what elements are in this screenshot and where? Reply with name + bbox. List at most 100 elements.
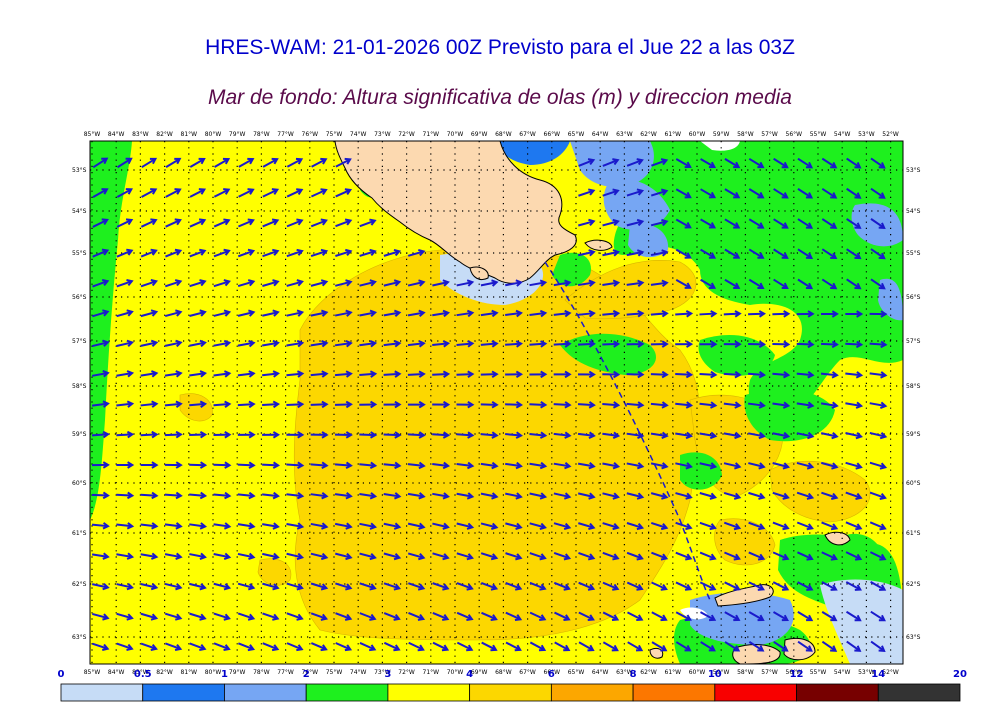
direction-arrow xyxy=(529,370,548,379)
direction-arrow xyxy=(92,218,109,228)
direction-arrow xyxy=(505,370,524,379)
legend-level-label: 0 xyxy=(58,669,65,680)
direction-arrow xyxy=(335,612,353,621)
direction-arrow xyxy=(407,370,426,378)
land-tierra-del-fuego xyxy=(334,141,613,284)
direction-arrow xyxy=(773,157,789,169)
legend-level-label: 12 xyxy=(790,669,804,680)
direction-arrow xyxy=(359,582,377,591)
direction-arrow xyxy=(480,552,499,561)
direction-arrow xyxy=(165,248,183,258)
direction-arrow xyxy=(480,400,499,409)
direction-arrow xyxy=(407,552,426,561)
direction-arrow xyxy=(310,248,329,258)
direction-arrow xyxy=(529,431,548,439)
legend-swatch xyxy=(796,683,879,702)
direction-arrow xyxy=(748,310,767,318)
direction-arrow xyxy=(651,641,668,652)
direction-arrow xyxy=(310,461,329,469)
direction-arrow xyxy=(578,188,596,197)
direction-arrow xyxy=(92,642,110,651)
direction-arrow xyxy=(286,491,305,500)
direction-arrow xyxy=(237,642,256,652)
direction-arrow xyxy=(262,188,280,198)
direction-arrow xyxy=(310,339,329,348)
direction-arrow xyxy=(602,249,621,257)
direction-arrow xyxy=(699,401,718,409)
lon-label: 67°W xyxy=(519,131,536,138)
direction-arrow xyxy=(699,581,717,591)
direction-arrow xyxy=(529,641,547,652)
map-subtitle: Mar de fondo: Altura significativa de ol… xyxy=(208,86,792,109)
lon-label: 61°W xyxy=(665,669,682,676)
direction-arrow xyxy=(846,278,862,290)
direction-arrow xyxy=(772,431,791,440)
direction-arrow xyxy=(165,642,183,652)
direction-arrow xyxy=(675,641,692,652)
direction-arrow xyxy=(164,370,183,378)
direction-arrow xyxy=(846,248,862,260)
lat-label: 57°S xyxy=(72,338,87,345)
direction-arrow xyxy=(456,582,474,591)
lat-label: 53°S xyxy=(906,167,921,174)
direction-arrow xyxy=(821,521,839,531)
graticule xyxy=(90,141,903,664)
direction-arrow xyxy=(407,431,426,439)
direction-arrow xyxy=(481,641,498,652)
direction-arrow xyxy=(602,641,619,652)
direction-arrow xyxy=(870,157,886,169)
legend-labels: 0 0.5 1 2 3 4 6 8 10 12 14 20 xyxy=(58,669,967,680)
direction-arrow xyxy=(359,370,378,378)
direction-arrow xyxy=(359,552,377,561)
direction-arrow xyxy=(262,248,280,258)
direction-arrow xyxy=(383,370,402,378)
direction-arrow xyxy=(820,431,839,440)
direction-arrow xyxy=(116,279,134,288)
direction-arrow xyxy=(602,401,621,409)
direction-arrow xyxy=(165,188,182,198)
direction-arrow xyxy=(116,430,135,439)
direction-arrow xyxy=(383,492,402,500)
lon-label: 85°W xyxy=(84,131,101,138)
direction-arrow xyxy=(189,339,207,348)
direction-arrow xyxy=(91,370,110,378)
direction-arrow xyxy=(286,461,305,469)
direction-arrow xyxy=(797,188,814,199)
legend-swatch xyxy=(469,683,552,702)
lat-label: 63°S xyxy=(72,634,87,641)
direction-arrow xyxy=(116,582,134,591)
lat-label: 55°S xyxy=(72,250,87,257)
lon-label: 71°W xyxy=(423,131,440,138)
direction-arrow xyxy=(262,339,280,348)
direction-arrow xyxy=(140,583,159,591)
direction-arrow xyxy=(529,309,548,318)
direction-arrow xyxy=(238,218,255,228)
direction-arrow xyxy=(480,370,499,379)
direction-arrow xyxy=(796,461,815,470)
direction-arrow xyxy=(140,309,159,318)
lon-label: 57°W xyxy=(761,669,778,676)
legend-level-label: 14 xyxy=(871,669,885,680)
direction-arrow xyxy=(602,309,621,318)
direction-arrow xyxy=(820,310,839,318)
direction-arrow xyxy=(724,188,741,199)
direction-arrow xyxy=(772,491,790,500)
direction-arrow xyxy=(286,582,304,591)
lon-label: 55°W xyxy=(810,669,827,676)
direction-arrow xyxy=(675,248,692,259)
direction-arrow xyxy=(432,309,450,318)
direction-arrow xyxy=(335,582,353,591)
lat-labels-right: 53°S 54°S 55°S 56°S 57°S 58°S 59°S 60°S 61°S 62°S… xyxy=(906,167,921,641)
direction-arrow xyxy=(140,461,159,469)
lon-label: 83°W xyxy=(132,131,149,138)
direction-arrow xyxy=(650,462,669,470)
direction-arrow xyxy=(869,310,888,318)
direction-arrow xyxy=(213,309,232,317)
direction-arrow xyxy=(870,187,886,199)
direction-arrow xyxy=(456,279,475,287)
direction-arrow xyxy=(335,642,353,652)
direction-arrow xyxy=(699,310,718,318)
direction-arrow xyxy=(869,551,887,561)
direction-arrow xyxy=(408,582,426,591)
direction-arrow xyxy=(480,431,499,439)
